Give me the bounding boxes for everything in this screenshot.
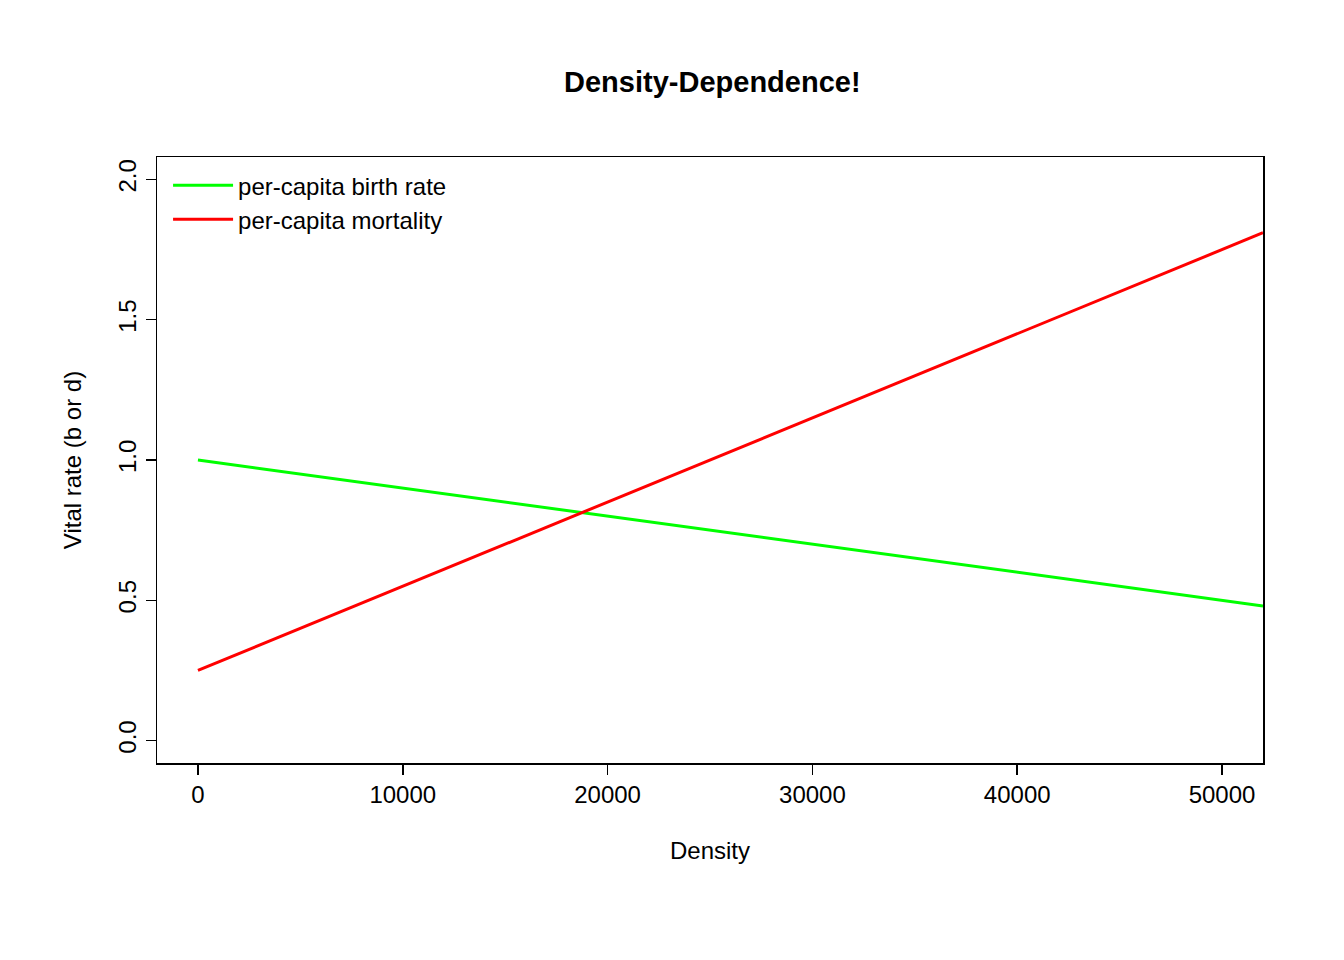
svg-text:1.0: 1.0 <box>114 440 141 473</box>
svg-text:per-capita mortality: per-capita mortality <box>238 207 442 234</box>
svg-text:0.5: 0.5 <box>114 580 141 613</box>
svg-text:10000: 10000 <box>369 781 436 808</box>
svg-text:40000: 40000 <box>984 781 1051 808</box>
svg-text:1.5: 1.5 <box>114 299 141 332</box>
svg-text:30000: 30000 <box>779 781 846 808</box>
svg-text:2.0: 2.0 <box>114 159 141 192</box>
svg-text:50000: 50000 <box>1189 781 1256 808</box>
svg-text:0.0: 0.0 <box>114 720 141 753</box>
svg-text:Density-Dependence!: Density-Dependence! <box>564 66 861 98</box>
svg-text:Density: Density <box>670 837 750 864</box>
svg-text:0: 0 <box>191 781 204 808</box>
svg-text:Vital rate (b or d): Vital rate (b or d) <box>59 371 86 549</box>
svg-text:20000: 20000 <box>574 781 641 808</box>
svg-text:per-capita birth rate: per-capita birth rate <box>238 173 446 200</box>
